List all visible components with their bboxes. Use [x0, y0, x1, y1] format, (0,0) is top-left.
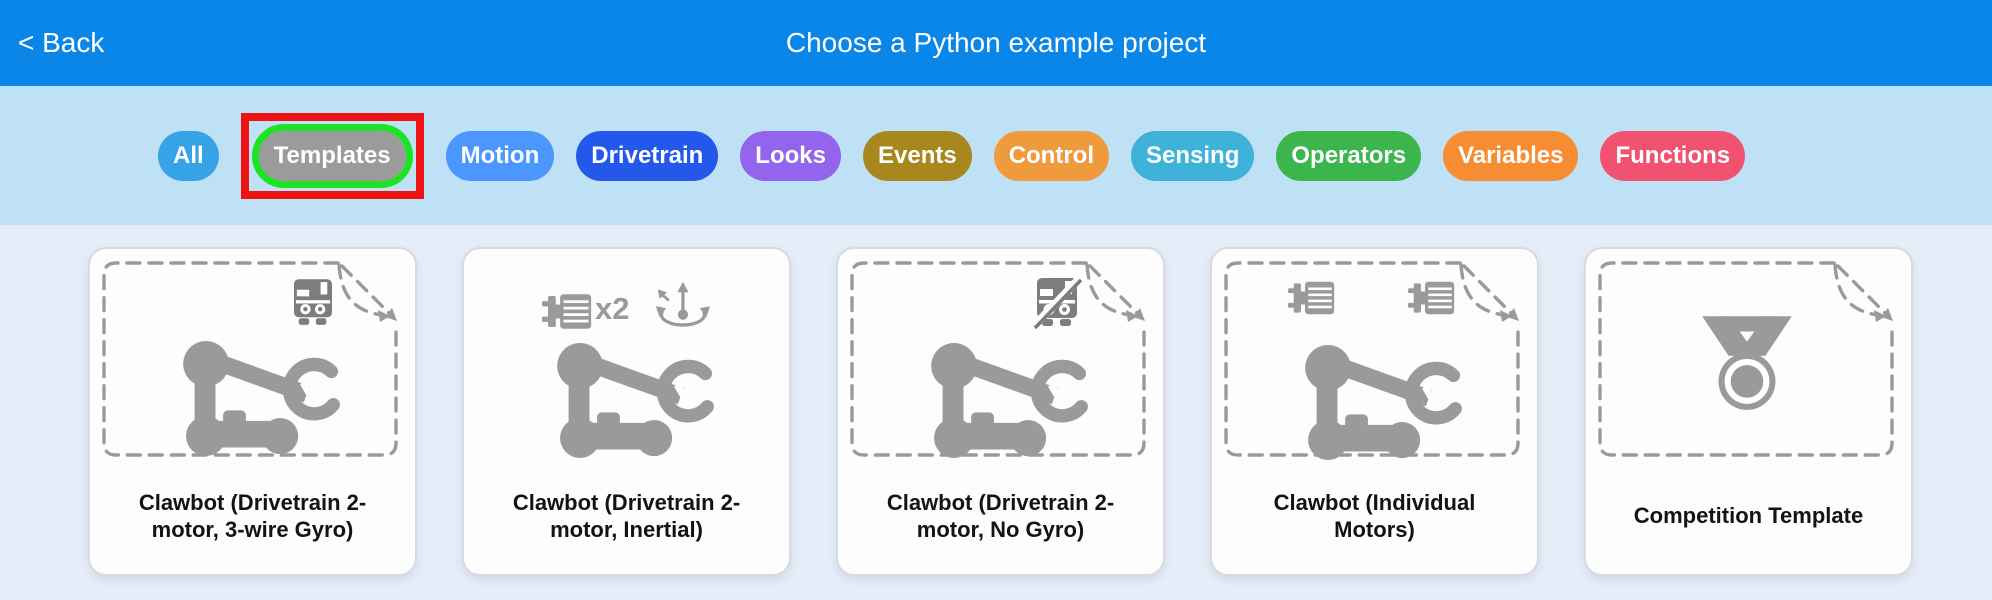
- page-title: Choose a Python example project: [785, 27, 1207, 58]
- motor-icon: [1288, 281, 1335, 315]
- filter-button-variables[interactable]: Variables: [1443, 130, 1579, 181]
- filter-button-control[interactable]: Control: [993, 130, 1109, 181]
- filter-button-motion[interactable]: Motion: [445, 130, 555, 181]
- dashed-file-frame: [102, 261, 398, 457]
- project-card-title: Clawbot (Drivetrain 2-motor, No Gyro): [886, 489, 1115, 542]
- project-card-competition-template[interactable]: Competition Template: [1584, 247, 1913, 576]
- project-card-title: Clawbot (Drivetrain 2-motor, Inertial): [512, 489, 741, 542]
- header-bar: < Back Choose a Python example project: [0, 0, 1992, 86]
- filter-button-templates[interactable]: Templates: [258, 130, 406, 181]
- gyro-sensor-icon: [294, 279, 332, 325]
- no-gyro-icon: [1032, 276, 1082, 330]
- filter-button-operators[interactable]: Operators: [1276, 130, 1422, 181]
- clawbot-icon: [931, 343, 1088, 458]
- filter-button-drivetrain[interactable]: Drivetrain: [576, 130, 719, 181]
- project-card-title: Clawbot (Individual Motors): [1273, 489, 1476, 542]
- project-card-clawbot-3wire-gyro[interactable]: Clawbot (Drivetrain 2-motor, 3-wire Gyro…: [88, 247, 417, 576]
- project-card-title: Clawbot (Drivetrain 2-motor, 3-wire Gyro…: [138, 489, 367, 542]
- motor-icon: [1408, 281, 1455, 315]
- project-card-clawbot-no-gyro[interactable]: Clawbot (Drivetrain 2-motor, No Gyro): [836, 247, 1165, 576]
- medal-icon: [1702, 316, 1792, 410]
- filter-bar: All Templates Motion Drivetrain Looks Events C…: [0, 86, 1992, 225]
- filter-button-sensing[interactable]: Sensing: [1131, 130, 1255, 181]
- filter-button-functions[interactable]: Functions: [1600, 130, 1746, 181]
- annotation-highlight-box: Templates: [240, 112, 424, 199]
- project-card-clawbot-individual-motors[interactable]: Clawbot (Individual Motors): [1210, 247, 1539, 576]
- filter-button-all[interactable]: All: [158, 130, 219, 181]
- project-card-list: Clawbot (Drivetrain 2-motor, 3-wire Gyro…: [88, 247, 1913, 576]
- clawbot-icon: [183, 341, 340, 456]
- filter-button-events[interactable]: Events: [862, 130, 972, 181]
- dashed-file-frame: [1598, 261, 1894, 457]
- dashed-file-frame: [1224, 261, 1520, 457]
- clawbot-icon: [1305, 345, 1462, 460]
- motor-icon: [542, 294, 592, 329]
- clawbot-icon: [557, 343, 714, 458]
- filter-button-looks[interactable]: Looks: [740, 130, 841, 181]
- back-button[interactable]: < Back: [18, 0, 104, 86]
- project-card-clawbot-inertial[interactable]: x2 Clawbot (D: [462, 247, 791, 576]
- motor-count-label: x2: [595, 291, 630, 326]
- project-card-title: Competition Template: [1633, 503, 1864, 529]
- inertial-sensor-icon: [655, 281, 710, 327]
- dashed-file-frame: [850, 261, 1146, 457]
- filter-button-row: All Templates Motion Drivetrain Looks Events C…: [158, 86, 1746, 225]
- selected-filter-ring: Templates: [251, 123, 413, 188]
